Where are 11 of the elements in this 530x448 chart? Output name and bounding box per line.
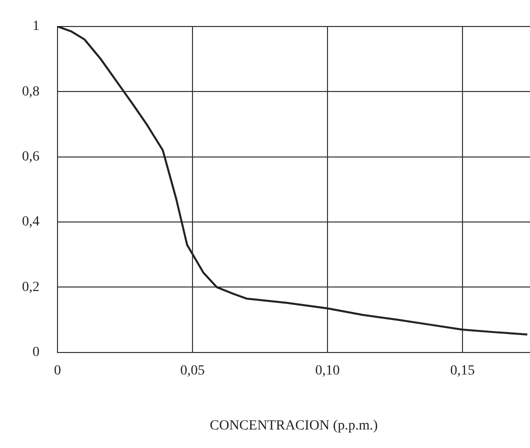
x-tick-label: 0,15	[450, 363, 475, 378]
x-axis-title: CONCENTRACION (p.p.m.)	[210, 418, 378, 434]
x-tick-label: 0,10	[315, 363, 340, 378]
y-tick-label: 0,8	[22, 84, 40, 100]
y-tick-label: 0,6	[22, 149, 40, 164]
x-tick-label: 0,05	[180, 363, 205, 378]
x-tick-label: 0	[54, 363, 61, 378]
y-tick-label: 0	[32, 345, 40, 360]
y-tick-label: 0,2	[22, 280, 40, 295]
y-tick-label: 0,4	[22, 214, 40, 230]
y-tick-label: 1	[32, 19, 40, 34]
